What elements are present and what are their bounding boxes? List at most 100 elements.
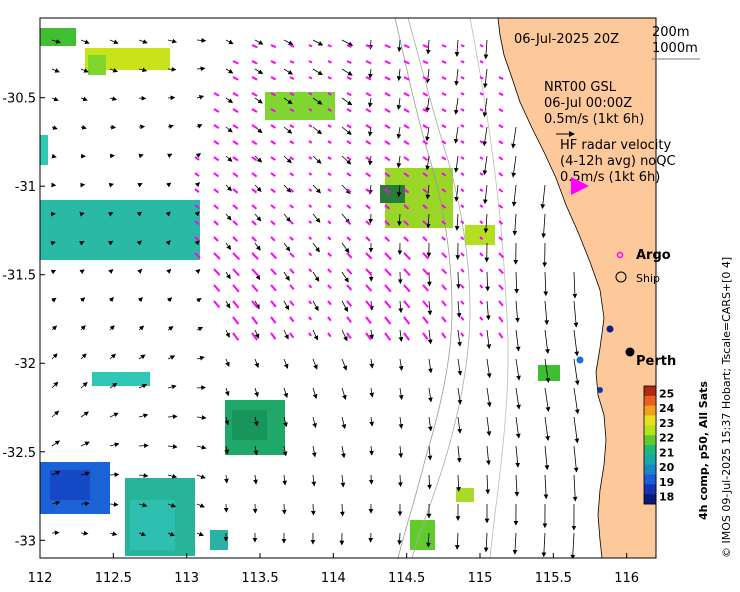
current-arrow bbox=[341, 97, 353, 106]
current-arrow bbox=[283, 97, 293, 105]
radar-arrow bbox=[346, 316, 352, 323]
radar-arrow bbox=[289, 300, 295, 307]
current-arrow bbox=[109, 39, 119, 44]
current-arrow bbox=[482, 184, 488, 205]
radar-arrow bbox=[213, 284, 221, 293]
current-arrow bbox=[540, 184, 546, 210]
current-arrow bbox=[396, 68, 402, 82]
radar-arrow bbox=[327, 140, 332, 145]
current-arrow bbox=[341, 387, 347, 400]
radar-arrow bbox=[289, 76, 295, 80]
current-arrow bbox=[573, 445, 579, 473]
colorbar-segment bbox=[644, 425, 656, 436]
radar-arrow bbox=[251, 124, 258, 130]
colorbar-frame bbox=[643, 385, 657, 505]
current-arrow bbox=[454, 532, 460, 550]
current-arrow bbox=[482, 97, 488, 118]
radar-arrow bbox=[289, 268, 295, 274]
current-arrow bbox=[51, 68, 60, 73]
current-arrow bbox=[369, 300, 374, 311]
radar-arrow bbox=[460, 188, 465, 193]
radar-arrow bbox=[479, 124, 484, 128]
radar-arrow bbox=[346, 124, 352, 129]
current-arrow bbox=[51, 500, 61, 506]
radar-arrow bbox=[422, 44, 429, 49]
radar-arrow bbox=[251, 172, 258, 178]
radar-arrow bbox=[232, 172, 239, 178]
radar-arrow bbox=[384, 332, 392, 341]
radar-arrow bbox=[422, 124, 429, 129]
argo-float bbox=[576, 356, 584, 364]
current-arrow bbox=[138, 124, 146, 130]
current-arrow bbox=[486, 445, 491, 466]
radar-arrow bbox=[213, 172, 220, 178]
radar-arrow bbox=[422, 284, 429, 292]
radar-arrow bbox=[422, 204, 428, 210]
radar-arrow bbox=[346, 284, 353, 291]
radar-arrow bbox=[251, 316, 259, 325]
radar-arrow bbox=[365, 156, 372, 162]
current-arrow bbox=[167, 355, 176, 360]
current-arrow bbox=[194, 211, 200, 217]
current-arrow bbox=[283, 416, 288, 428]
current-arrow bbox=[398, 416, 404, 429]
radar-arrow bbox=[479, 204, 484, 209]
radar-arrow bbox=[194, 172, 200, 177]
radar-arrow bbox=[441, 204, 447, 209]
current-arrow bbox=[396, 155, 402, 168]
current-arrow bbox=[427, 329, 433, 345]
radar-arrow bbox=[422, 316, 429, 324]
radar-arrow bbox=[498, 220, 504, 225]
current-arrow bbox=[425, 155, 431, 171]
radar-arrow bbox=[441, 60, 447, 64]
radar-arrow bbox=[232, 156, 239, 162]
current-arrow bbox=[254, 387, 259, 398]
radar-arrow bbox=[384, 236, 390, 242]
radar-arrow bbox=[232, 252, 241, 261]
radar-arrow bbox=[460, 316, 465, 321]
colorbar-label: 4h comp, p50, All Sats bbox=[697, 381, 710, 520]
current-arrow bbox=[341, 155, 352, 165]
current-arrow bbox=[80, 411, 89, 418]
current-arrow bbox=[312, 416, 317, 429]
radar-arrow bbox=[498, 108, 504, 113]
radar-arrow bbox=[384, 76, 391, 81]
radar-arrow bbox=[422, 140, 429, 145]
current-arrow bbox=[109, 502, 119, 507]
current-arrow bbox=[138, 531, 147, 537]
current-arrow bbox=[573, 358, 580, 386]
radar-arrow bbox=[441, 92, 447, 97]
current-arrow bbox=[396, 184, 402, 198]
current-arrow bbox=[196, 503, 205, 508]
radar-arrow bbox=[308, 124, 313, 128]
current-arrow bbox=[80, 124, 87, 130]
radar-arrow bbox=[270, 220, 276, 226]
current-arrow bbox=[544, 416, 550, 441]
current-arrow bbox=[80, 68, 89, 73]
land-mass bbox=[497, 18, 656, 558]
colorbar-tick-label: 24 bbox=[659, 402, 675, 415]
current-arrow bbox=[541, 532, 547, 558]
current-arrow bbox=[254, 329, 260, 339]
current-arrow bbox=[165, 211, 171, 217]
radar-arrow bbox=[460, 204, 465, 209]
radar-arrow bbox=[270, 172, 276, 177]
current-arrow bbox=[454, 68, 460, 86]
current-arrow bbox=[425, 68, 431, 84]
radar-arrow bbox=[327, 268, 332, 274]
current-arrow bbox=[573, 387, 580, 415]
current-arrow bbox=[486, 358, 492, 379]
map-title: 06-Jul-2025 20Z bbox=[514, 32, 619, 47]
radar-arrow bbox=[346, 140, 352, 145]
current-arrow bbox=[427, 474, 432, 490]
current-arrow bbox=[425, 39, 431, 55]
current-arrow bbox=[80, 96, 88, 102]
current-arrow bbox=[368, 532, 374, 543]
ship-legend-label: Ship bbox=[636, 272, 660, 285]
colorbar-segment bbox=[644, 464, 656, 475]
radar-arrow bbox=[289, 316, 295, 323]
radar-arrow bbox=[270, 44, 277, 49]
radar-arrow bbox=[213, 92, 220, 97]
current-arrow bbox=[138, 153, 144, 159]
radar-arrow bbox=[441, 220, 447, 225]
